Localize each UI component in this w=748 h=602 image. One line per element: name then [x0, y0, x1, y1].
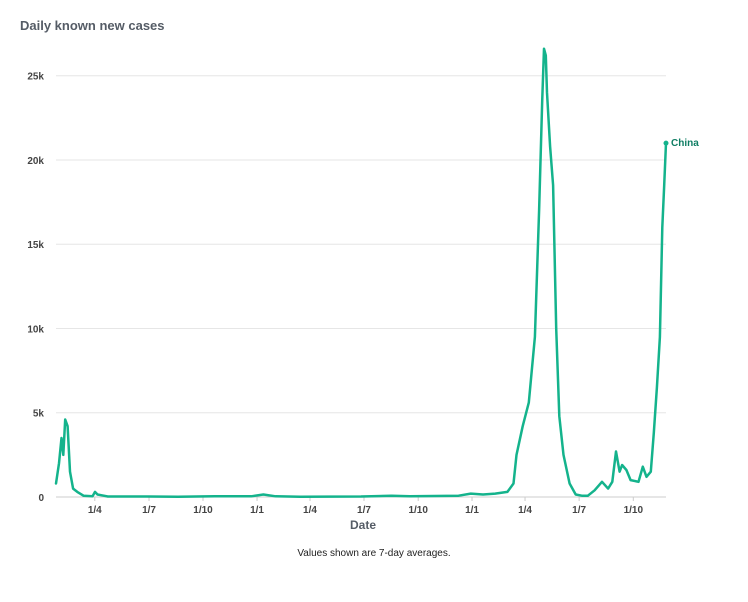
series-group: China [54, 47, 699, 498]
series-end-point [663, 140, 669, 146]
series-label: China [671, 138, 699, 149]
y-tick-label: 20k [27, 156, 44, 167]
x-tick-label: 1/7 [572, 505, 586, 516]
x-tick-label: 1/7 [142, 505, 156, 516]
x-axis-ticks: 1/4 1/7 1/10 1/1 1/4 1/7 1/10 1/1 1/4 1/7 1/10 [88, 497, 644, 516]
y-axis-ticks: 0 5k 10k 15k 20k 25k [27, 72, 44, 504]
y-tick-label: 0 [38, 493, 44, 504]
x-tick-label: 1/4 [88, 505, 102, 516]
x-tick-label: 1/10 [193, 505, 213, 516]
y-tick-label: 15k [27, 240, 44, 251]
x-tick-label: 1/7 [357, 505, 371, 516]
chart-note: Values shown are 7-day averages. [297, 548, 451, 559]
x-tick-label: 1/1 [465, 505, 479, 516]
x-tick-label: 1/4 [518, 505, 532, 516]
series-line [54, 47, 668, 498]
y-tick-label: 5k [33, 409, 45, 420]
x-tick-label: 1/10 [624, 505, 644, 516]
x-tick-label: 1/10 [408, 505, 428, 516]
y-tick-label: 10k [27, 324, 44, 335]
x-axis-label: Date [350, 518, 376, 532]
x-tick-label: 1/1 [250, 505, 264, 516]
x-tick-label: 1/4 [303, 505, 317, 516]
chart-title: Daily known new cases [20, 18, 165, 33]
gridlines [56, 75, 666, 414]
y-tick-label: 25k [27, 72, 44, 83]
